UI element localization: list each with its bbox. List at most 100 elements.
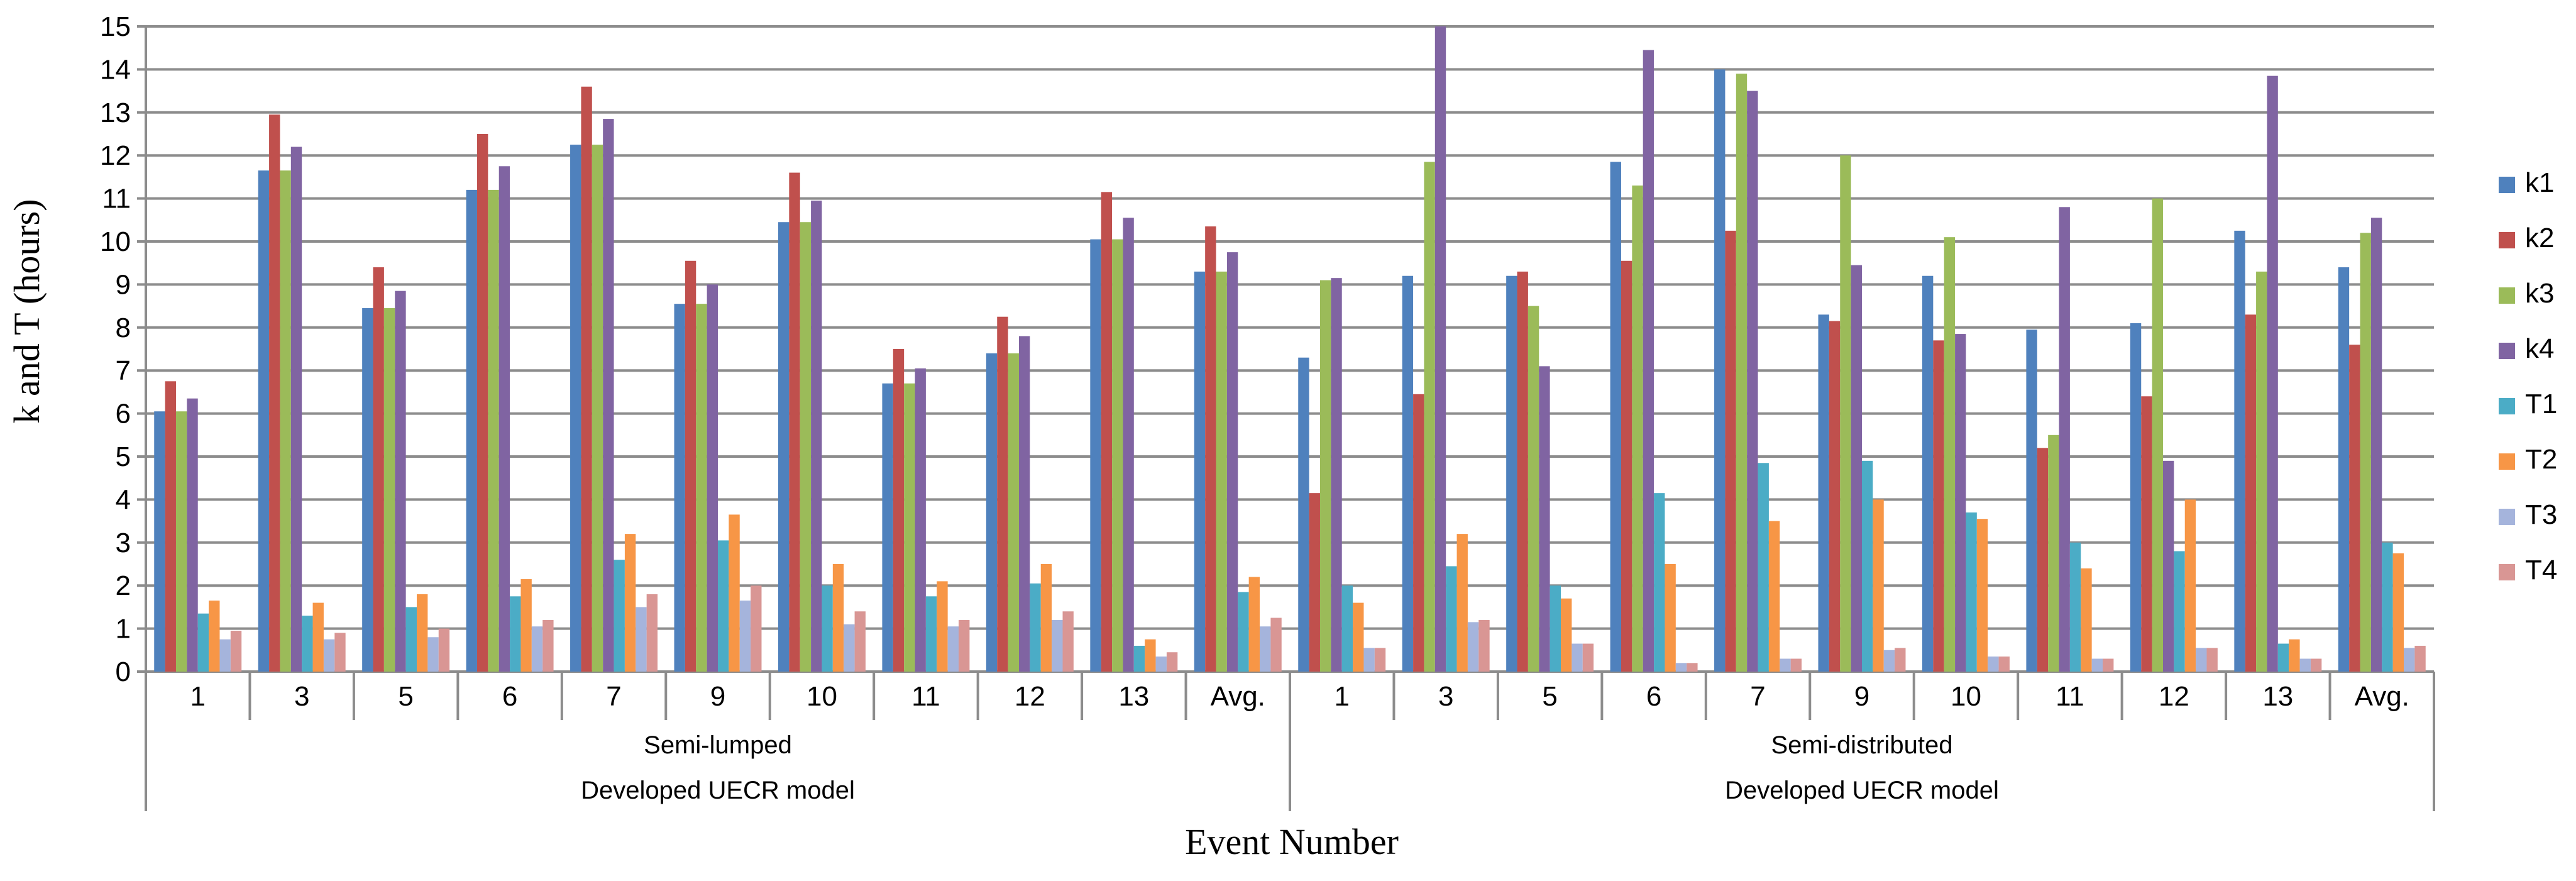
y-tick-label: 5 [116,441,131,472]
bar-k1 [1194,271,1206,672]
y-tick-label: 9 [116,269,131,300]
gridlines [146,25,2434,673]
bar-k2 [1933,340,1944,672]
bar-k3 [2360,233,2371,672]
legend-swatch-T1 [2499,398,2515,414]
bar-k4 [915,368,926,672]
legend: k1 k2 k3 k4 T1 T2 T3 T4 [2499,167,2557,585]
bar-k2 [1621,260,1632,672]
bar-T1 [302,616,313,672]
bar-k4 [1747,91,1758,672]
legend-label-T1: T1 [2525,389,2557,419]
bar-T3 [636,607,647,672]
bar-k2 [1309,493,1320,672]
bar-T2 [1873,499,1884,672]
bar-T1 [1133,645,1145,672]
legend-label-T4: T4 [2525,555,2557,585]
bar-k2 [476,134,488,672]
bar-T3 [1675,663,1687,672]
legend-label-T2: T2 [2525,444,2557,475]
bar-k3 [280,170,291,672]
bar-k1 [570,145,581,672]
x-category-label: 11 [911,681,940,712]
x-category-label: 7 [1750,681,1765,712]
bar-k1 [1610,162,1621,672]
bar-T1 [614,560,625,672]
axes [137,25,2435,811]
bar-k2 [789,172,800,672]
x-category-label: 10 [1951,681,1981,712]
bar-k3 [383,308,395,672]
y-tick-label: 14 [100,54,131,85]
y-tick-label: 0 [116,657,131,687]
bar-k3 [1632,186,1643,672]
x-category-label: 3 [294,681,309,712]
bar-T4 [2310,658,2322,672]
x-category-label: 10 [806,681,837,712]
y-tick-label: 4 [116,484,131,515]
bar-k3 [1840,155,1851,672]
bar-T1 [1030,583,1041,672]
bar-T2 [1665,564,1676,672]
bar-k3 [1424,162,1435,672]
bar-k1 [1402,275,1414,672]
legend-swatch-k4 [2499,343,2515,359]
y-tick-label: 8 [116,313,131,343]
legend-swatch-k1 [2499,177,2515,193]
x-axis-title: Event Number [1185,821,1399,862]
bar-k2 [893,349,905,672]
x-category-label: 12 [1015,681,1045,712]
bar-k2 [373,267,384,672]
bar-k2 [1205,226,1216,672]
bar-T3 [739,601,751,672]
bar-k1 [258,170,270,672]
bar-k2 [1725,230,1736,672]
bar-T1 [1446,566,1457,672]
bar-T2 [1248,577,1260,672]
bar-k4 [290,147,302,672]
bar-k4 [603,119,614,672]
bar-T4 [1790,658,1802,672]
bar-k4 [2370,218,2382,672]
bar-k3 [2152,198,2163,672]
bar-k1 [2338,267,2350,672]
bar-T2 [2081,568,2092,672]
bar-k2 [2037,448,2049,672]
bar-k3 [2048,435,2059,672]
bar-T1 [405,607,417,672]
bar-T1 [925,596,937,672]
bar-T1 [2069,542,2081,672]
bar-k3 [175,411,187,672]
bar-k4 [1123,218,1134,672]
y-tick-label: 3 [116,528,131,558]
bar-k1 [882,383,893,672]
x-category-label: 3 [1438,681,1453,712]
bar-k3 [904,383,915,672]
bar-T4 [854,611,866,672]
bar-T1 [1654,493,1665,672]
bar-k1 [1090,239,1101,672]
bar-k2 [1517,271,1528,672]
bar-T2 [1353,602,1364,672]
bar-k3 [1216,271,1227,672]
bar-T2 [1040,564,1052,672]
x-category-labels: 1 3 5 6 7 9 10 11 12 13 Avg. 1 3 5 6 7 9 10 11 12 13 Avg.Semi… [190,681,2409,804]
bar-k4 [2267,75,2278,672]
bar-T4 [334,633,346,672]
legend-label-k1: k1 [2525,167,2554,198]
bar-T4 [438,628,450,672]
bar-T4 [1687,663,1698,672]
bar-k4 [2162,460,2174,672]
bar-T3 [2404,648,2415,672]
legend-swatch-T4 [2499,564,2515,580]
bar-k3 [2256,271,2267,672]
bar-k3 [592,145,603,672]
bar-T4 [1166,652,1178,672]
x-category-label: 11 [2056,681,2084,712]
x-category-label: 13 [1118,681,1149,712]
bar-k4 [1226,252,1238,672]
bar-T3 [2299,658,2311,672]
bar-k1 [1818,314,1829,672]
x-category-label: 7 [606,681,621,712]
y-tick-label: 13 [100,97,131,128]
